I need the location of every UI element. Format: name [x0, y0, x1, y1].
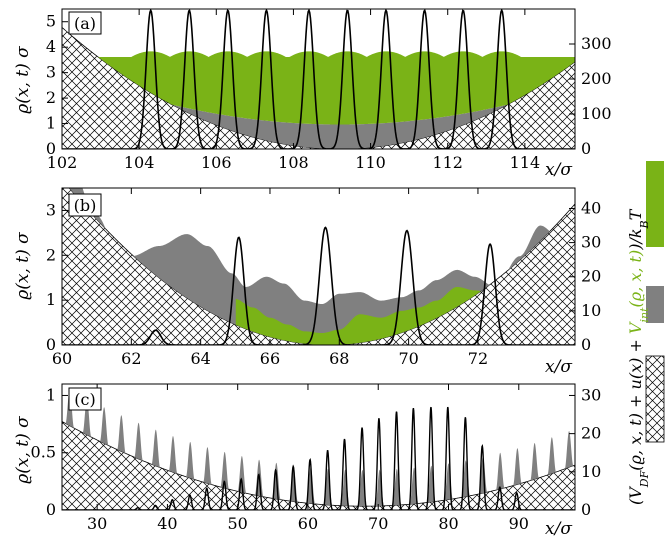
x-tick-label: 50	[228, 514, 248, 533]
x-ticks: 30 40 50 60 70 80 90	[87, 384, 529, 533]
y-tick-label-right: 0	[581, 500, 591, 519]
x-tick-label: 68	[329, 349, 349, 368]
x-tick-label: 106	[201, 153, 232, 172]
y-tick-label-left: 3	[46, 200, 56, 219]
trap-potential-area	[62, 421, 575, 510]
y-tick-label-right: 30	[581, 385, 601, 404]
density-peaks	[62, 9, 575, 149]
panel-label: (c)	[74, 390, 95, 409]
y-tick-label-right: 10	[581, 301, 601, 320]
y-tick-label-right: 20	[581, 267, 601, 286]
x-tick-label: 112	[432, 153, 463, 172]
y-tick-label-left: 5	[46, 12, 56, 31]
right-axis-legend: (VDF(ϱ, x, t) + u(x) + Vint(ϱ, x, t))/kB…	[626, 161, 665, 505]
x-tick-label: 108	[278, 153, 309, 172]
interaction-green-area	[62, 27, 575, 125]
y-tick-label-right: 40	[581, 198, 601, 217]
x-tick-label: 62	[121, 349, 141, 368]
x-tick-label: 110	[355, 153, 386, 172]
left-y-ticks: 0 1 2 3 4 5	[46, 12, 68, 158]
x-tick-label: 104	[124, 153, 155, 172]
hatch-swatch	[645, 355, 665, 443]
y-tick-label-left: 0	[46, 139, 56, 158]
x-ticks: 102 104 106 108 110 112 114	[47, 9, 540, 172]
y-tick-label-left: 0.5	[31, 443, 56, 462]
y-tick-label-right: 30	[581, 233, 601, 252]
panel-label: (b)	[74, 196, 97, 215]
y-tick-label-left: 2	[46, 245, 56, 264]
x-tick-label: 40	[157, 514, 177, 533]
free-energy-gray-area	[62, 389, 575, 507]
density-line	[62, 226, 575, 345]
panel-label-box	[68, 11, 102, 35]
right-y-ticks: 0 100 200 300	[569, 34, 612, 158]
x-tick-label: 70	[398, 349, 418, 368]
plot-frame	[61, 383, 576, 511]
y-tick-label-right: 20	[581, 424, 601, 443]
free-energy-gray-area	[62, 27, 575, 149]
y-tick-label-left: 1	[46, 290, 56, 309]
left-y-ticks: 00.51	[31, 385, 68, 519]
x-tick-label: 70	[368, 514, 388, 533]
x-axis-label: x/σ	[545, 519, 572, 537]
green-swatch	[646, 161, 664, 247]
x-ticks: 60 62 64 66 68 70 72	[52, 188, 488, 368]
density-peaks	[62, 226, 575, 345]
y-tick-label-left: 0	[46, 335, 56, 354]
panel-label: (a)	[74, 14, 96, 33]
plot-frame	[61, 187, 576, 346]
x-tick-label: 102	[47, 153, 78, 172]
y-tick-label-right: 100	[581, 104, 612, 123]
y-tick-label-right: 200	[581, 69, 612, 88]
y-tick-label-right: 0	[581, 139, 591, 158]
chart-panel-b: 60 62 64 66 68 70 72 0 1 2 3 0 10 20 30 40 (b) ϱ(x, t…	[13, 187, 601, 377]
right-y-ticks: 0 10 20 30	[569, 385, 601, 519]
x-tick-label: 72	[468, 349, 488, 368]
right-axis-label: (VDF(ϱ, x, t) + u(x) + Vint(ϱ, x, t))/kB…	[626, 208, 651, 505]
x-tick-label: 114	[510, 153, 541, 172]
interaction-green-area	[235, 203, 575, 345]
y-tick-label-left: 4	[46, 37, 56, 56]
y-axis-label: ϱ(x, t) σ	[13, 416, 33, 484]
x-axis-label: x/σ	[545, 160, 572, 180]
density-line	[62, 9, 575, 149]
left-y-ticks: 0 1 2 3	[46, 200, 68, 354]
y-tick-label-right: 0	[581, 335, 591, 354]
x-tick-label: 60	[52, 349, 72, 368]
y-tick-label-left: 0	[46, 500, 56, 519]
x-tick-label: 90	[509, 514, 529, 533]
gray-swatch	[646, 286, 664, 323]
x-tick-label: 30	[87, 514, 107, 533]
x-tick-label: 60	[298, 514, 318, 533]
x-tick-label: 80	[438, 514, 458, 533]
y-tick-label-left: 1	[46, 385, 56, 404]
y-tick-label-left: 1	[46, 114, 56, 133]
x-axis-label: x/σ	[545, 357, 572, 377]
y-tick-label-right: 300	[581, 34, 612, 53]
y-tick-label-left: 3	[46, 63, 56, 82]
panel-label-box	[68, 193, 102, 217]
y-axis-label: ϱ(x, t) σ	[13, 232, 33, 300]
panel-label-box	[68, 387, 102, 411]
y-axis-label: ϱ(x, t) σ	[13, 46, 33, 114]
y-tick-label-right: 10	[581, 462, 601, 481]
x-tick-label: 64	[190, 349, 210, 368]
y-tick-label-left: 2	[46, 88, 56, 107]
right-y-ticks: 0 10 20 30 40	[569, 198, 601, 354]
x-tick-label: 66	[260, 349, 280, 368]
